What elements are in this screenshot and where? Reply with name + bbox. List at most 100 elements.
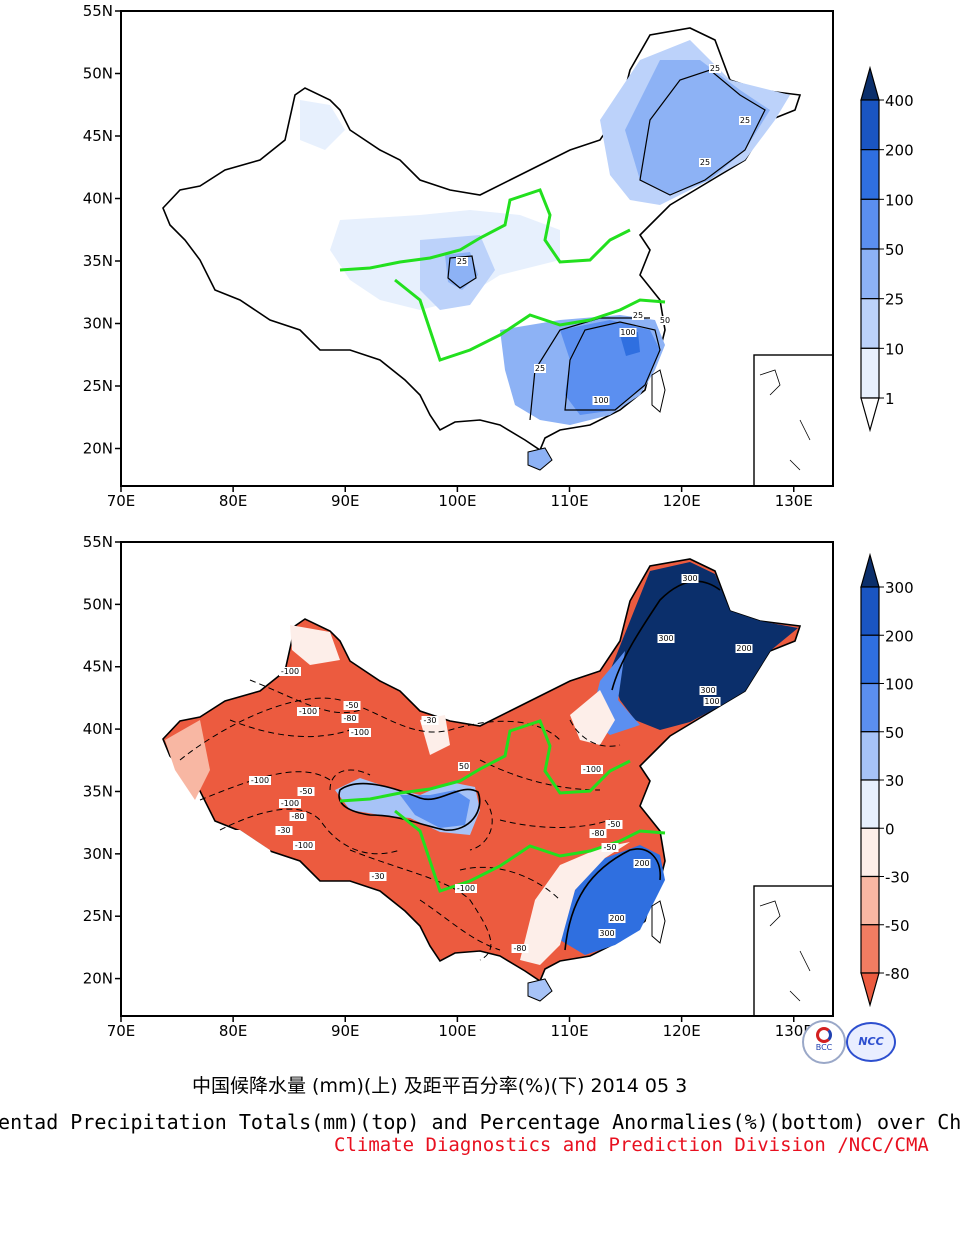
top-contour-label-bg <box>632 311 644 320</box>
bottom-anom-ne-light <box>570 690 615 745</box>
top-map-panel: 25 25 25 25 25 100 100 25 50 55N 50N 45N 40N 35N 30N 2… <box>83 2 834 510</box>
top-lon-label: 90E <box>331 492 360 510</box>
top-colorbar-label: 100 <box>885 191 914 209</box>
bottom-taiwan <box>651 900 666 944</box>
bottom-contour-label: 200 <box>609 914 624 923</box>
top-colorbar-swatch <box>860 99 880 151</box>
bottom-contour-label-bg <box>369 872 387 881</box>
top-contour-label: 25 <box>535 364 545 373</box>
top-colorbar-label: 400 <box>885 92 914 110</box>
bottom-colorbar-label: 300 <box>885 579 914 597</box>
top-contour-label: 25 <box>633 311 643 320</box>
top-lon-label: 120E <box>663 492 701 510</box>
bottom-contour-label: 300 <box>658 634 673 643</box>
bottom-contour-label: -80 <box>513 944 526 953</box>
bottom-contour-label-bg <box>289 812 307 821</box>
bottom-anom-se <box>560 845 665 955</box>
top-contour-label: 50 <box>660 316 670 325</box>
bottom-contour-label: -100 <box>457 884 475 893</box>
bottom-contour-label: -80 <box>591 829 604 838</box>
ncc-logo: NCC <box>846 1022 896 1062</box>
top-lat-label: 55N <box>83 2 113 20</box>
top-contour-label: 100 <box>593 396 608 405</box>
bottom-contour-label-bg <box>735 644 753 653</box>
bottom-contour-label-bg <box>458 762 470 771</box>
bottom-contour-label: 300 <box>599 929 614 938</box>
bottom-contour-label: -50 <box>603 843 616 852</box>
top-yangtze-river <box>394 278 666 362</box>
top-colorbar-swatch <box>860 248 880 300</box>
bottom-yellow-river <box>339 719 631 803</box>
bottom-colorbar-swatch <box>860 586 880 636</box>
bottom-colorbar-swatch <box>860 682 880 733</box>
bottom-colorbar-swatch <box>860 634 880 685</box>
top-taiwan <box>651 369 666 413</box>
bottom-colorbar-bottom-arrow <box>860 972 880 1008</box>
bottom-colorbar-label: 200 <box>885 627 914 645</box>
bottom-contour-label-bg <box>297 787 315 796</box>
bottom-yangtze-river <box>394 809 666 893</box>
top-contour-label-bg <box>534 364 546 373</box>
top-colorbar-swatch <box>860 149 880 200</box>
bottom-contour-label-bg <box>608 914 626 923</box>
top-precip-9 <box>620 332 640 356</box>
bottom-contour-label: -30 <box>277 826 290 835</box>
top-contour-label-bg <box>592 396 610 405</box>
top-lon-label: 80E <box>219 492 248 510</box>
top-lat-label: 35N <box>83 252 113 270</box>
bottom-contour-label-bg <box>657 634 675 643</box>
bottom-lon-label: 80E <box>219 1022 248 1040</box>
bottom-contour-label-bg <box>681 574 699 583</box>
top-contour-label: 100 <box>620 328 635 337</box>
bottom-contour-label: -50 <box>299 787 312 796</box>
bottom-contour-label-bg <box>275 826 293 835</box>
top-lat-label: 20N <box>83 440 113 458</box>
top-lon-label: 70E <box>107 492 136 510</box>
top-colorbar-label: 1 <box>885 390 895 408</box>
bottom-anom-north <box>290 625 340 665</box>
top-colorbar-label: 50 <box>885 241 904 259</box>
bottom-contour-label-bg <box>279 799 301 808</box>
top-contour-label-bg <box>709 64 721 73</box>
bottom-anom-west <box>165 720 210 800</box>
top-colorbar-bottom-arrow <box>860 397 880 433</box>
bottom-lon-label: 100E <box>438 1022 476 1040</box>
top-contour-label-bg <box>456 257 468 266</box>
top-contour-label: 25 <box>700 158 710 167</box>
bottom-colorbar-swatch <box>860 875 880 926</box>
top-colorbar-label: 25 <box>885 291 904 309</box>
bottom-lon-label: 90E <box>331 1022 360 1040</box>
bottom-map-panel: -100-100-100-80-50-30-100-100-80-50-3030… <box>83 533 834 1040</box>
bottom-colorbar-label: 50 <box>885 724 904 742</box>
bottom-lon-label: 70E <box>107 1022 136 1040</box>
bottom-lat-label: 45N <box>83 658 113 676</box>
bottom-map-frame <box>120 541 834 1017</box>
bottom-contour-label: -100 <box>583 765 601 774</box>
bottom-contour-label: -30 <box>371 872 384 881</box>
bottom-contour-label-bg <box>279 667 301 676</box>
bottom-colorbar-swatch <box>860 779 880 829</box>
bottom-lat-label: 20N <box>83 970 113 988</box>
bottom-contour-label-bg <box>511 944 529 953</box>
bottom-contour-label: -50 <box>345 701 358 710</box>
top-contour-25b <box>529 317 650 421</box>
top-colorbar-swatch <box>860 198 880 250</box>
top-colorbar-top-arrow <box>860 65 880 101</box>
bottom-contour-label: -100 <box>251 776 269 785</box>
bottom-lon-label: 110E <box>550 1022 588 1040</box>
bottom-contour-label: 200 <box>736 644 751 653</box>
bottom-anom-se-light <box>520 842 630 965</box>
top-contour-label: 25 <box>710 64 720 73</box>
bottom-colorbar-label: -30 <box>885 869 910 887</box>
bottom-lat-label: 25N <box>83 907 113 925</box>
top-colorbar: 400 200 100 50 25 10 1 <box>860 65 914 433</box>
top-contour-25c <box>447 255 477 289</box>
bottom-contour-label-bg <box>598 929 616 938</box>
bottom-contour-label: 300 <box>700 686 715 695</box>
top-colorbar-label: 200 <box>885 142 914 160</box>
bottom-colorbar-label: -80 <box>885 965 910 983</box>
top-contour-label-bg <box>619 328 637 337</box>
top-contour-label: 25 <box>740 116 750 125</box>
